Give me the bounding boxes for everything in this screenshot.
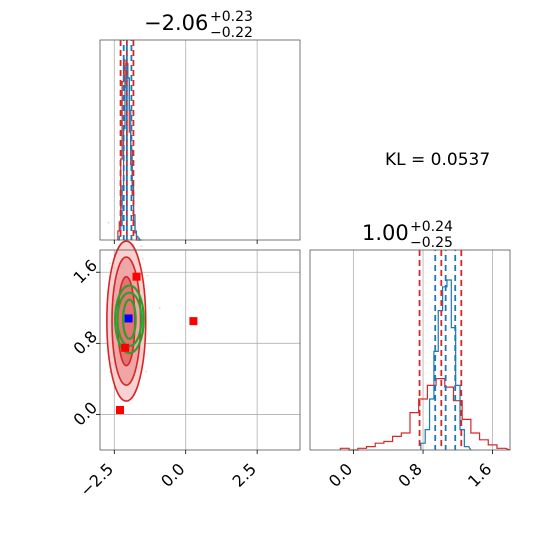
bottom-left-sample-point bbox=[120, 208, 123, 211]
bottom-left-sample-point bbox=[145, 370, 148, 373]
bottom-right-ticks: 0.0 0.8 1.6 bbox=[325, 450, 495, 491]
bottom-right-frame bbox=[309, 249, 511, 451]
bottom-left-frame bbox=[99, 249, 301, 451]
bottom-right-grid bbox=[353, 250, 494, 450]
top-left-blue-histogram bbox=[117, 68, 142, 241]
bottom-left-xtick-label-2: 2.5 bbox=[229, 459, 260, 490]
panel-bottom-left: −2.5 0.0 2.5 0.0 0.8 1.6 bbox=[70, 208, 301, 501]
panel-top-left: −2.06 +0.23 −0.22 bbox=[99, 9, 301, 244]
bottom-left-green-contour-0 bbox=[122, 298, 137, 340]
bottom-left-xtick-label-0: −2.5 bbox=[76, 459, 117, 500]
top-left-frame bbox=[99, 39, 301, 241]
bottom-left-red-square-2 bbox=[116, 406, 124, 414]
bottom-left-ytick-label-0: 0.0 bbox=[70, 398, 101, 429]
bottom-right-title-lower: −0.25 bbox=[410, 235, 453, 251]
top-left-histograms bbox=[117, 59, 142, 241]
bottom-left-sample-point bbox=[146, 274, 149, 277]
top-left-title-value: −2.06 bbox=[144, 11, 208, 35]
bottom-left-blue-square bbox=[124, 314, 133, 323]
bottom-right-xtick-label-2: 1.6 bbox=[464, 459, 495, 490]
panel-bottom-right: 0.0 0.8 1.6 1.00 +0.24 −0.25 bbox=[309, 219, 511, 491]
top-left-title-upper: +0.23 bbox=[210, 9, 253, 25]
bottom-left-green-contour-1 bbox=[116, 291, 143, 348]
bottom-left-sample-point bbox=[141, 257, 144, 260]
bottom-right-xtick-label-1: 0.8 bbox=[394, 459, 425, 490]
bottom-left-ticks: −2.5 0.0 2.5 0.0 0.8 1.6 bbox=[70, 256, 260, 501]
bottom-left-sample-point bbox=[107, 221, 110, 224]
bottom-left-red-square-1 bbox=[189, 317, 198, 326]
bottom-left-ytick-label-2: 1.6 bbox=[70, 256, 101, 287]
kl-annotation: KL = 0.0537 bbox=[385, 150, 490, 170]
top-left-grid bbox=[113, 40, 258, 240]
bottom-left-sample-point bbox=[158, 307, 161, 309]
bottom-right-histograms bbox=[339, 279, 511, 451]
bottom-right-title-upper: +0.24 bbox=[410, 219, 453, 235]
bottom-left-markers bbox=[116, 272, 198, 414]
bottom-left-red-square-0 bbox=[132, 272, 141, 281]
top-left-ticks bbox=[113, 240, 258, 244]
bottom-left-red-square-3 bbox=[121, 343, 130, 352]
top-left-title-lower: −0.22 bbox=[210, 25, 253, 41]
bottom-right-xtick-label-0: 0.0 bbox=[325, 459, 356, 490]
bottom-right-quantile-lines bbox=[418, 250, 463, 450]
bottom-right-title-value: 1.00 bbox=[362, 221, 409, 245]
bottom-left-ytick-label-1: 0.8 bbox=[70, 327, 101, 358]
top-left-quantile-lines bbox=[119, 40, 135, 240]
bottom-left-sample-point bbox=[140, 245, 143, 248]
bottom-right-red-histogram bbox=[339, 378, 511, 451]
bottom-left-green-contour-2 bbox=[114, 284, 145, 355]
bottom-left-xtick-label-1: 0.0 bbox=[157, 459, 188, 490]
bottom-left-sample-point bbox=[109, 262, 112, 265]
